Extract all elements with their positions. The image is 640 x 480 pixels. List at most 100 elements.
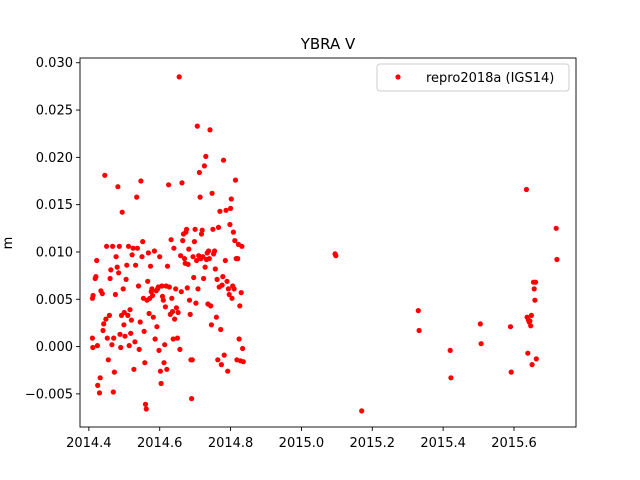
data-point — [154, 324, 160, 330]
data-point — [186, 246, 192, 252]
data-point — [214, 276, 220, 282]
data-point — [120, 286, 126, 292]
data-point — [220, 274, 226, 280]
data-point — [225, 286, 231, 292]
data-point — [157, 368, 163, 374]
data-point — [109, 342, 115, 348]
data-point — [129, 252, 135, 258]
data-point — [93, 274, 99, 280]
data-point — [477, 321, 483, 327]
data-point — [138, 178, 144, 184]
data-point — [142, 401, 149, 407]
y-axis-label: m — [1, 237, 16, 250]
data-point — [224, 278, 230, 284]
data-point — [532, 297, 538, 303]
data-point — [156, 347, 162, 353]
data-point — [107, 275, 113, 282]
data-point — [101, 321, 107, 327]
data-point — [192, 226, 198, 232]
data-point — [218, 362, 224, 368]
data-point — [149, 286, 155, 292]
data-point — [134, 194, 140, 200]
data-point — [215, 224, 222, 230]
data-point — [147, 263, 154, 269]
x-axis-ticks: 2014.4 2014.6 2014.8 2015.0 2015.2 2015.4 2015… — [66, 427, 537, 451]
y-tick-label: 0.015 — [36, 198, 73, 213]
data-point — [223, 207, 229, 213]
data-point — [197, 194, 203, 200]
data-point — [232, 177, 239, 183]
data-point — [140, 239, 146, 245]
data-point — [132, 339, 138, 345]
data-point — [104, 243, 110, 249]
data-point — [176, 74, 182, 80]
data-point — [228, 205, 234, 211]
data-point — [359, 408, 365, 414]
data-point — [208, 322, 214, 328]
data-point — [191, 239, 197, 245]
data-point — [115, 184, 121, 190]
data-point — [162, 342, 168, 348]
data-point — [206, 248, 212, 254]
data-point — [142, 360, 148, 366]
data-point — [202, 264, 208, 270]
data-point — [110, 389, 116, 395]
data-point — [106, 312, 112, 318]
data-point — [166, 182, 172, 188]
data-point — [237, 303, 243, 309]
data-point — [200, 254, 206, 260]
data-point — [150, 292, 156, 299]
data-point — [184, 285, 190, 291]
data-point — [478, 341, 484, 347]
x-tick-label: 2015.2 — [350, 436, 396, 451]
data-point — [128, 330, 134, 336]
data-point — [523, 186, 530, 193]
data-point — [203, 153, 209, 159]
data-point — [164, 366, 170, 372]
data-point — [207, 127, 213, 133]
data-point — [159, 283, 165, 289]
data-point — [123, 276, 129, 282]
data-point — [139, 254, 145, 260]
data-point — [230, 229, 236, 235]
x-tick-label: 2015.0 — [279, 436, 325, 451]
data-point — [143, 406, 149, 412]
data-point — [232, 238, 238, 244]
data-point — [219, 282, 225, 288]
data-point — [145, 250, 151, 256]
data-point — [125, 243, 132, 249]
data-point — [227, 221, 233, 228]
y-tick-label: 0.030 — [36, 56, 73, 71]
data-point — [533, 356, 539, 362]
data-point — [217, 208, 223, 214]
data-point — [533, 279, 539, 285]
data-point — [416, 327, 422, 334]
data-point — [177, 346, 183, 352]
data-point — [96, 390, 103, 396]
data-point — [185, 261, 191, 267]
data-point — [178, 253, 184, 259]
data-point — [201, 275, 207, 282]
data-point — [95, 382, 101, 388]
data-point — [528, 312, 535, 318]
data-point — [125, 312, 131, 318]
data-point — [104, 335, 110, 341]
data-point — [100, 327, 106, 334]
data-point — [196, 169, 202, 176]
data-point — [99, 291, 105, 297]
data-point — [103, 316, 109, 322]
data-point — [553, 225, 559, 231]
data-point — [173, 305, 179, 311]
data-point — [529, 362, 535, 368]
data-point — [164, 263, 171, 269]
data-points — [89, 74, 560, 414]
legend-box — [376, 63, 570, 92]
data-point — [105, 357, 111, 363]
x-tick-label: 2014.4 — [66, 436, 112, 451]
data-point — [122, 333, 128, 339]
data-point — [236, 336, 242, 342]
y-tick-label: 0.000 — [36, 340, 73, 355]
data-point — [127, 307, 133, 313]
data-point — [190, 254, 196, 260]
